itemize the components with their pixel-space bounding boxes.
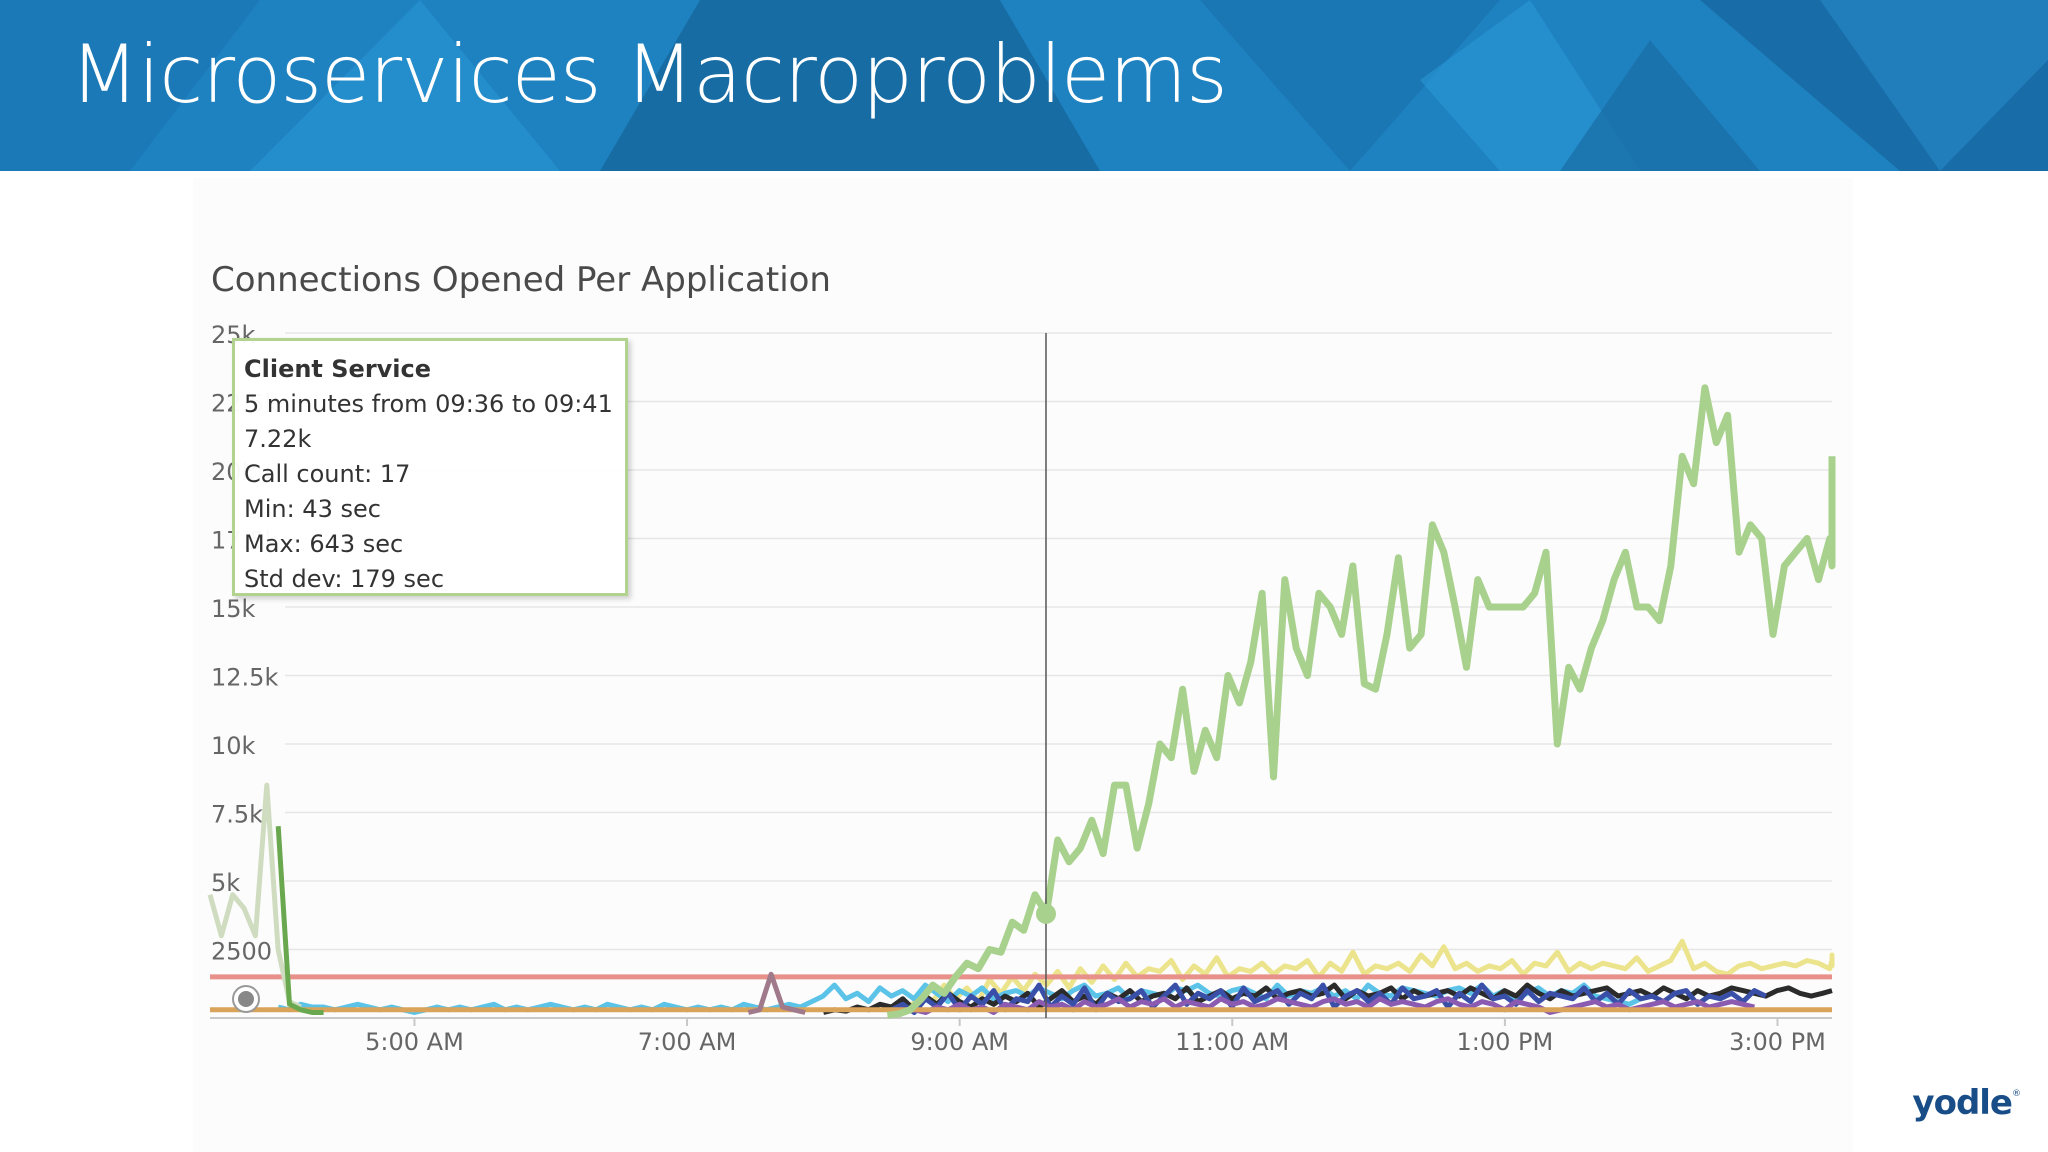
x-tick-label: 1:00 PM xyxy=(1457,1028,1554,1056)
series-lines xyxy=(207,384,1836,1019)
banner-background xyxy=(0,0,2048,171)
tooltip-std-dev: Std dev: 179 sec xyxy=(244,565,445,593)
title-banner xyxy=(0,0,2048,171)
y-tick-label: 7.5k xyxy=(211,801,263,829)
y-tick-label: 5k xyxy=(211,869,240,897)
x-tick-label: 11:00 AM xyxy=(1175,1028,1289,1056)
series-line xyxy=(890,996,1755,1018)
x-tick-label: 9:00 AM xyxy=(910,1028,1009,1056)
tooltip-min: Min: 43 sec xyxy=(244,495,381,523)
y-tick-label: 12.5k xyxy=(211,664,278,692)
chart-title: Connections Opened Per Application xyxy=(211,260,831,300)
x-tick-label: 5:00 AM xyxy=(365,1028,464,1056)
series-line xyxy=(886,384,1836,1019)
x-tick-label: 7:00 AM xyxy=(638,1028,737,1056)
slide-title: Microservices Macroproblems xyxy=(70,28,1228,121)
tooltip-call-count: Call count: 17 xyxy=(244,460,411,488)
y-tick-label: 10k xyxy=(211,732,256,760)
series-line xyxy=(207,782,302,1010)
series-line xyxy=(822,982,1833,1015)
tooltip-value: 7.22k xyxy=(244,425,312,453)
y-tick-label: 15k xyxy=(211,595,256,623)
x-tick-label: 3:00 PM xyxy=(1729,1028,1826,1056)
series-line xyxy=(890,982,1767,1015)
x-axis: 5:00 AM 7:00 AM 9:00 AM 11:00 AM 1:00 PM 3:00… xyxy=(210,1017,1832,1056)
tooltip-title: Client Service xyxy=(244,355,432,383)
series-line xyxy=(275,826,324,1015)
logo-registered-mark: ® xyxy=(2012,1089,2021,1099)
yodle-logo: yodle® xyxy=(1912,1083,2021,1123)
y-tick-label: 2500 xyxy=(211,938,272,966)
logo-text: yodle xyxy=(1912,1083,2013,1123)
tooltip-range: 5 minutes from 09:36 to 09:41 xyxy=(244,390,613,418)
series-line xyxy=(747,971,806,1015)
tooltip-max: Max: 643 sec xyxy=(244,530,404,558)
range-handle-inner xyxy=(238,991,254,1007)
hover-point xyxy=(1035,903,1056,924)
tooltip: Client Service 5 minutes from 09:36 to 0… xyxy=(232,338,628,596)
